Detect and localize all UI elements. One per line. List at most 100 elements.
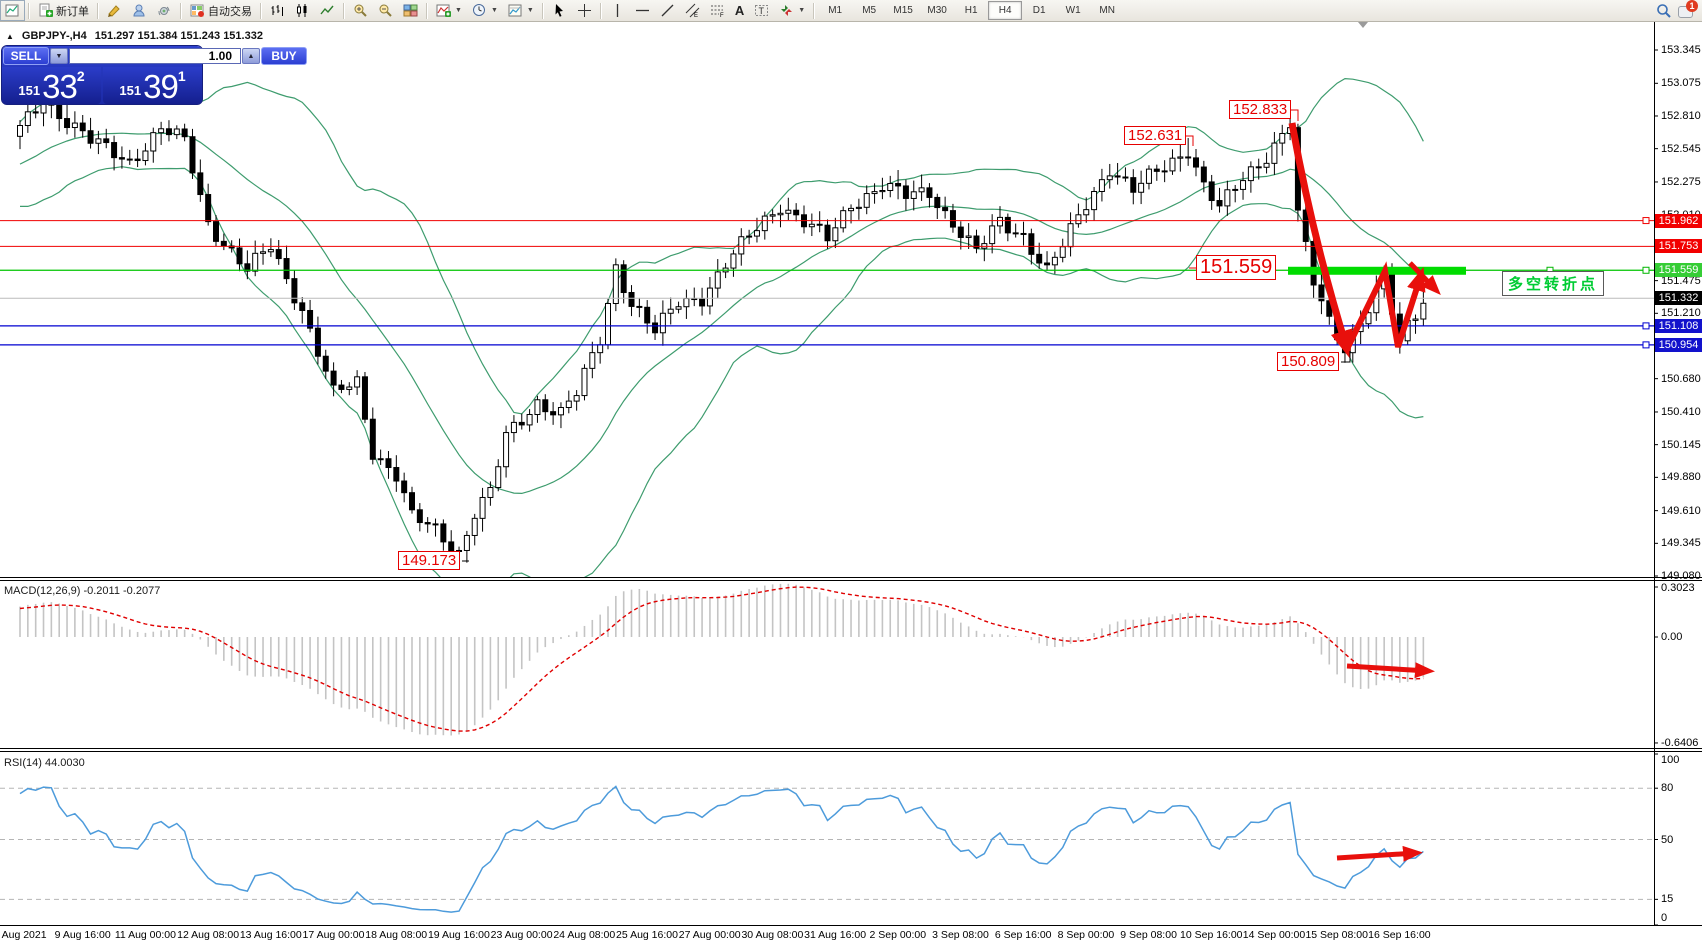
price-tag-151.332: 151.332 — [1655, 291, 1702, 306]
arrows-icon — [779, 3, 794, 18]
new-order-button[interactable]: 新订单 — [33, 0, 94, 21]
crosshair-button[interactable] — [572, 0, 597, 21]
time-label: 23 Aug 00:00 — [490, 929, 553, 941]
price-tick-label: 149.345 — [1661, 537, 1701, 550]
wand-icon — [107, 3, 122, 18]
toolbar: 新订单 自动交易 ▼ — [0, 0, 1702, 22]
price-tick-label: 152.545 — [1661, 142, 1701, 155]
fibonacci-tool[interactable]: F — [705, 0, 730, 21]
templates-button[interactable]: ▼ — [503, 0, 539, 21]
bar-chart-button[interactable] — [265, 0, 290, 21]
chart-window-icon[interactable] — [0, 0, 25, 21]
time-label: 12 Aug 08:00 — [177, 929, 240, 941]
line-chart-icon — [320, 3, 335, 18]
tf-button-M1[interactable]: M1 — [828, 5, 843, 16]
annotation-low-150809[interactable]: 150.809 — [1277, 352, 1340, 372]
time-label: 13 Aug 16:00 — [239, 929, 302, 941]
trendline-tool[interactable] — [655, 0, 680, 21]
autotrading-button[interactable]: 自动交易 — [185, 0, 257, 21]
search-icon[interactable] — [1656, 3, 1672, 19]
text-label-tool[interactable]: T — [749, 0, 774, 21]
candlestick-chart-button[interactable] — [290, 0, 315, 21]
price-tag-151.753: 151.753 — [1655, 239, 1702, 254]
price-tick-label: 150.145 — [1661, 438, 1701, 451]
zoom-in-icon — [353, 3, 368, 18]
time-label: 9 Sep 08:00 — [1120, 929, 1177, 941]
cursor-button[interactable] — [547, 0, 572, 21]
zoom-out-icon — [378, 3, 393, 18]
vertical-line-tool[interactable] — [605, 0, 630, 21]
time-label: 9 Aug 16:00 — [54, 929, 111, 941]
buy-button[interactable]: BUY — [261, 47, 307, 65]
annotation-low-149173[interactable]: 149.173 — [398, 551, 461, 571]
buy-price-button[interactable]: 151 39 1 — [103, 67, 202, 104]
tf-button-M15[interactable]: M15 — [893, 5, 913, 16]
volume-increase-button[interactable]: ▲ — [242, 48, 260, 64]
zoom-in-button[interactable] — [348, 0, 373, 21]
price-tick-label: 149.610 — [1661, 504, 1701, 517]
svg-text:E: E — [694, 13, 698, 18]
periods-button[interactable]: ▼ — [467, 0, 503, 21]
rsi-tick-label: 50 — [1661, 833, 1674, 846]
time-label: 17 Aug 00:00 — [302, 929, 365, 941]
clock-icon — [472, 3, 487, 18]
sell-button[interactable]: SELL — [3, 47, 49, 65]
channel-tool[interactable]: E — [680, 0, 705, 21]
tf-button-W1[interactable]: W1 — [1065, 5, 1081, 16]
time-label: 19 Aug 16:00 — [427, 929, 490, 941]
arrows-tool[interactable]: ▼ — [774, 0, 810, 21]
volume-decrease-button[interactable]: ▼ — [50, 48, 68, 64]
annotation-swing-152631[interactable]: 152.631 — [1124, 126, 1187, 146]
time-label: 14 Sep 00:00 — [1242, 929, 1306, 941]
tf-button-M30[interactable]: M30 — [927, 5, 947, 16]
annotation-high-152833[interactable]: 152.833 — [1229, 100, 1292, 120]
annotation-support-151559[interactable]: 151.559 — [1196, 255, 1277, 280]
expert-advisor-button[interactable] — [127, 0, 152, 21]
autotrading-label: 自动交易 — [208, 5, 252, 18]
tf-button-M5[interactable]: M5 — [862, 5, 877, 16]
price-tick-label: 149.880 — [1661, 471, 1701, 484]
tf-button-H4[interactable]: H4 — [988, 1, 1023, 20]
price-tick-label: 153.345 — [1661, 44, 1701, 56]
new-order-label: 新订单 — [56, 5, 89, 18]
indicators-button[interactable]: ▼ — [431, 0, 467, 21]
annotation-turning-point[interactable]: 多空转折点 — [1502, 271, 1605, 296]
signals-button[interactable] — [152, 0, 177, 21]
styler-button[interactable] — [102, 0, 127, 21]
tile-windows-icon — [403, 3, 418, 18]
ohlc-values: 151.297 151.384 151.243 151.332 — [94, 30, 263, 42]
time-label: 24 Aug 08:00 — [553, 929, 616, 941]
notifications-icon[interactable]: 1 — [1678, 0, 1698, 18]
channel-icon: E — [685, 3, 700, 18]
tf-button-H1[interactable]: H1 — [964, 5, 978, 16]
price-tag-151.962: 151.962 — [1655, 213, 1702, 228]
tile-windows-button[interactable] — [398, 0, 423, 21]
notification-count-badge: 1 — [1686, 0, 1698, 12]
new-order-icon — [38, 3, 53, 18]
macd-tick-label: 0.3023 — [1661, 582, 1695, 594]
price-tick-label: 150.680 — [1661, 372, 1701, 385]
time-label: 3 Sep 08:00 — [932, 929, 989, 941]
text-tool[interactable]: A — [730, 0, 749, 21]
sell-price-prefix: 151 — [18, 83, 41, 98]
buy-price-big: 39 — [143, 68, 179, 105]
time-label: 27 Aug 00:00 — [678, 929, 741, 941]
collapse-panel-icon[interactable]: ▲ — [6, 31, 14, 41]
time-label: 10 Sep 16:00 — [1180, 929, 1243, 941]
rsi-tick-label: 100 — [1661, 754, 1680, 766]
time-label: 15 Sep 08:00 — [1305, 929, 1368, 941]
horizontal-line-tool[interactable] — [630, 0, 655, 21]
time-label: 25 Aug 16:00 — [616, 929, 678, 941]
zoom-out-button[interactable] — [373, 0, 398, 21]
volume-input[interactable] — [69, 48, 241, 64]
sell-price-button[interactable]: 151 33 2 — [2, 67, 101, 104]
time-label: 6 Aug 2021 — [0, 929, 47, 941]
trendline-icon — [660, 3, 675, 18]
sell-price-sup: 2 — [76, 68, 85, 84]
tf-button-D1[interactable]: D1 — [1032, 5, 1046, 16]
line-chart-button[interactable] — [315, 0, 340, 21]
tf-button-MN[interactable]: MN — [1099, 5, 1115, 16]
time-label: 11 Aug 00:00 — [114, 929, 176, 941]
